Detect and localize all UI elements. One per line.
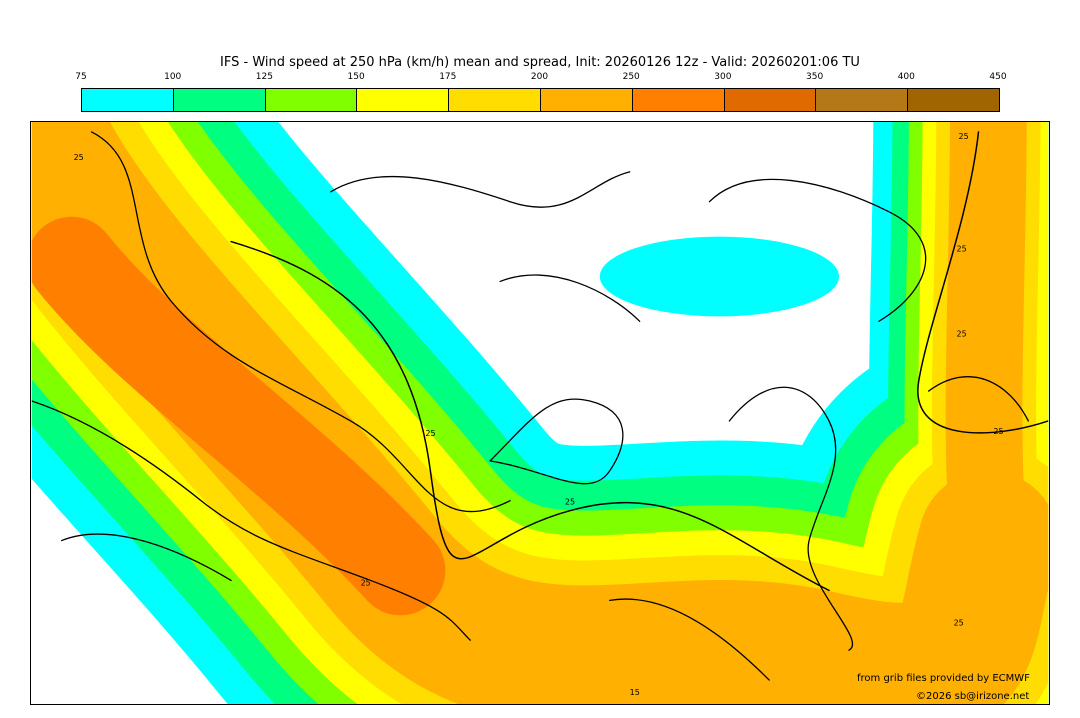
wind-core: [31, 216, 446, 616]
colorbar-swatch: [908, 89, 999, 111]
wind-area-cyan-north: [599, 236, 839, 317]
contour-label: 25: [993, 427, 1003, 436]
colorbar-swatch: [265, 89, 358, 111]
colorbar-tick: 100: [164, 72, 182, 82]
contour-label: 25: [74, 153, 84, 162]
wind-band: [945, 122, 1027, 579]
colorbar-tick: 400: [897, 72, 915, 82]
colorbar-swatch: [632, 89, 725, 111]
colorbar-swatch: [449, 89, 541, 111]
colorbar-swatch: [173, 89, 266, 111]
colorbar-tick: 250: [622, 72, 640, 82]
wind-speed-map: 25 25 25 25 25 25 25 25 25 15: [30, 121, 1050, 705]
contour-label: 25: [565, 498, 575, 507]
contour-label: 15: [630, 688, 640, 697]
colorbar-tick: 75: [75, 72, 87, 82]
colorbar-tick: 200: [530, 72, 549, 82]
contour-label: 25: [957, 245, 967, 254]
contour-label: 25: [361, 578, 371, 587]
colorbar-tick: 175: [439, 72, 457, 82]
colorbar-swatch: [540, 89, 633, 111]
copyright: ©2026 sb@irizone.net: [916, 691, 1030, 702]
colorbar-tick: 150: [347, 72, 365, 82]
colorbar-swatch: [724, 89, 817, 111]
colorbar-tick: 125: [255, 72, 273, 82]
colorbar: [81, 88, 1000, 112]
spread-contour: [230, 240, 830, 592]
spread-contour: [917, 131, 1049, 434]
coastlines: [31, 131, 1029, 681]
colorbar-tick: 300: [714, 72, 732, 82]
contour-label: 25: [959, 132, 969, 141]
colorbar-swatch: [816, 89, 909, 111]
contour-label: 25: [425, 429, 435, 438]
colorbar-tick: 350: [806, 72, 824, 82]
colorbar-tick: 450: [989, 72, 1007, 82]
map-title: IFS - Wind speed at 250 hPa (km/h) mean …: [220, 55, 860, 70]
contour-label: 25: [954, 618, 964, 627]
contour-label: 25: [957, 329, 967, 338]
colorbar-swatch: [357, 89, 450, 111]
source-credit: from grib files provided by ECMWF: [857, 673, 1030, 684]
colorbar-swatch: [82, 89, 174, 111]
